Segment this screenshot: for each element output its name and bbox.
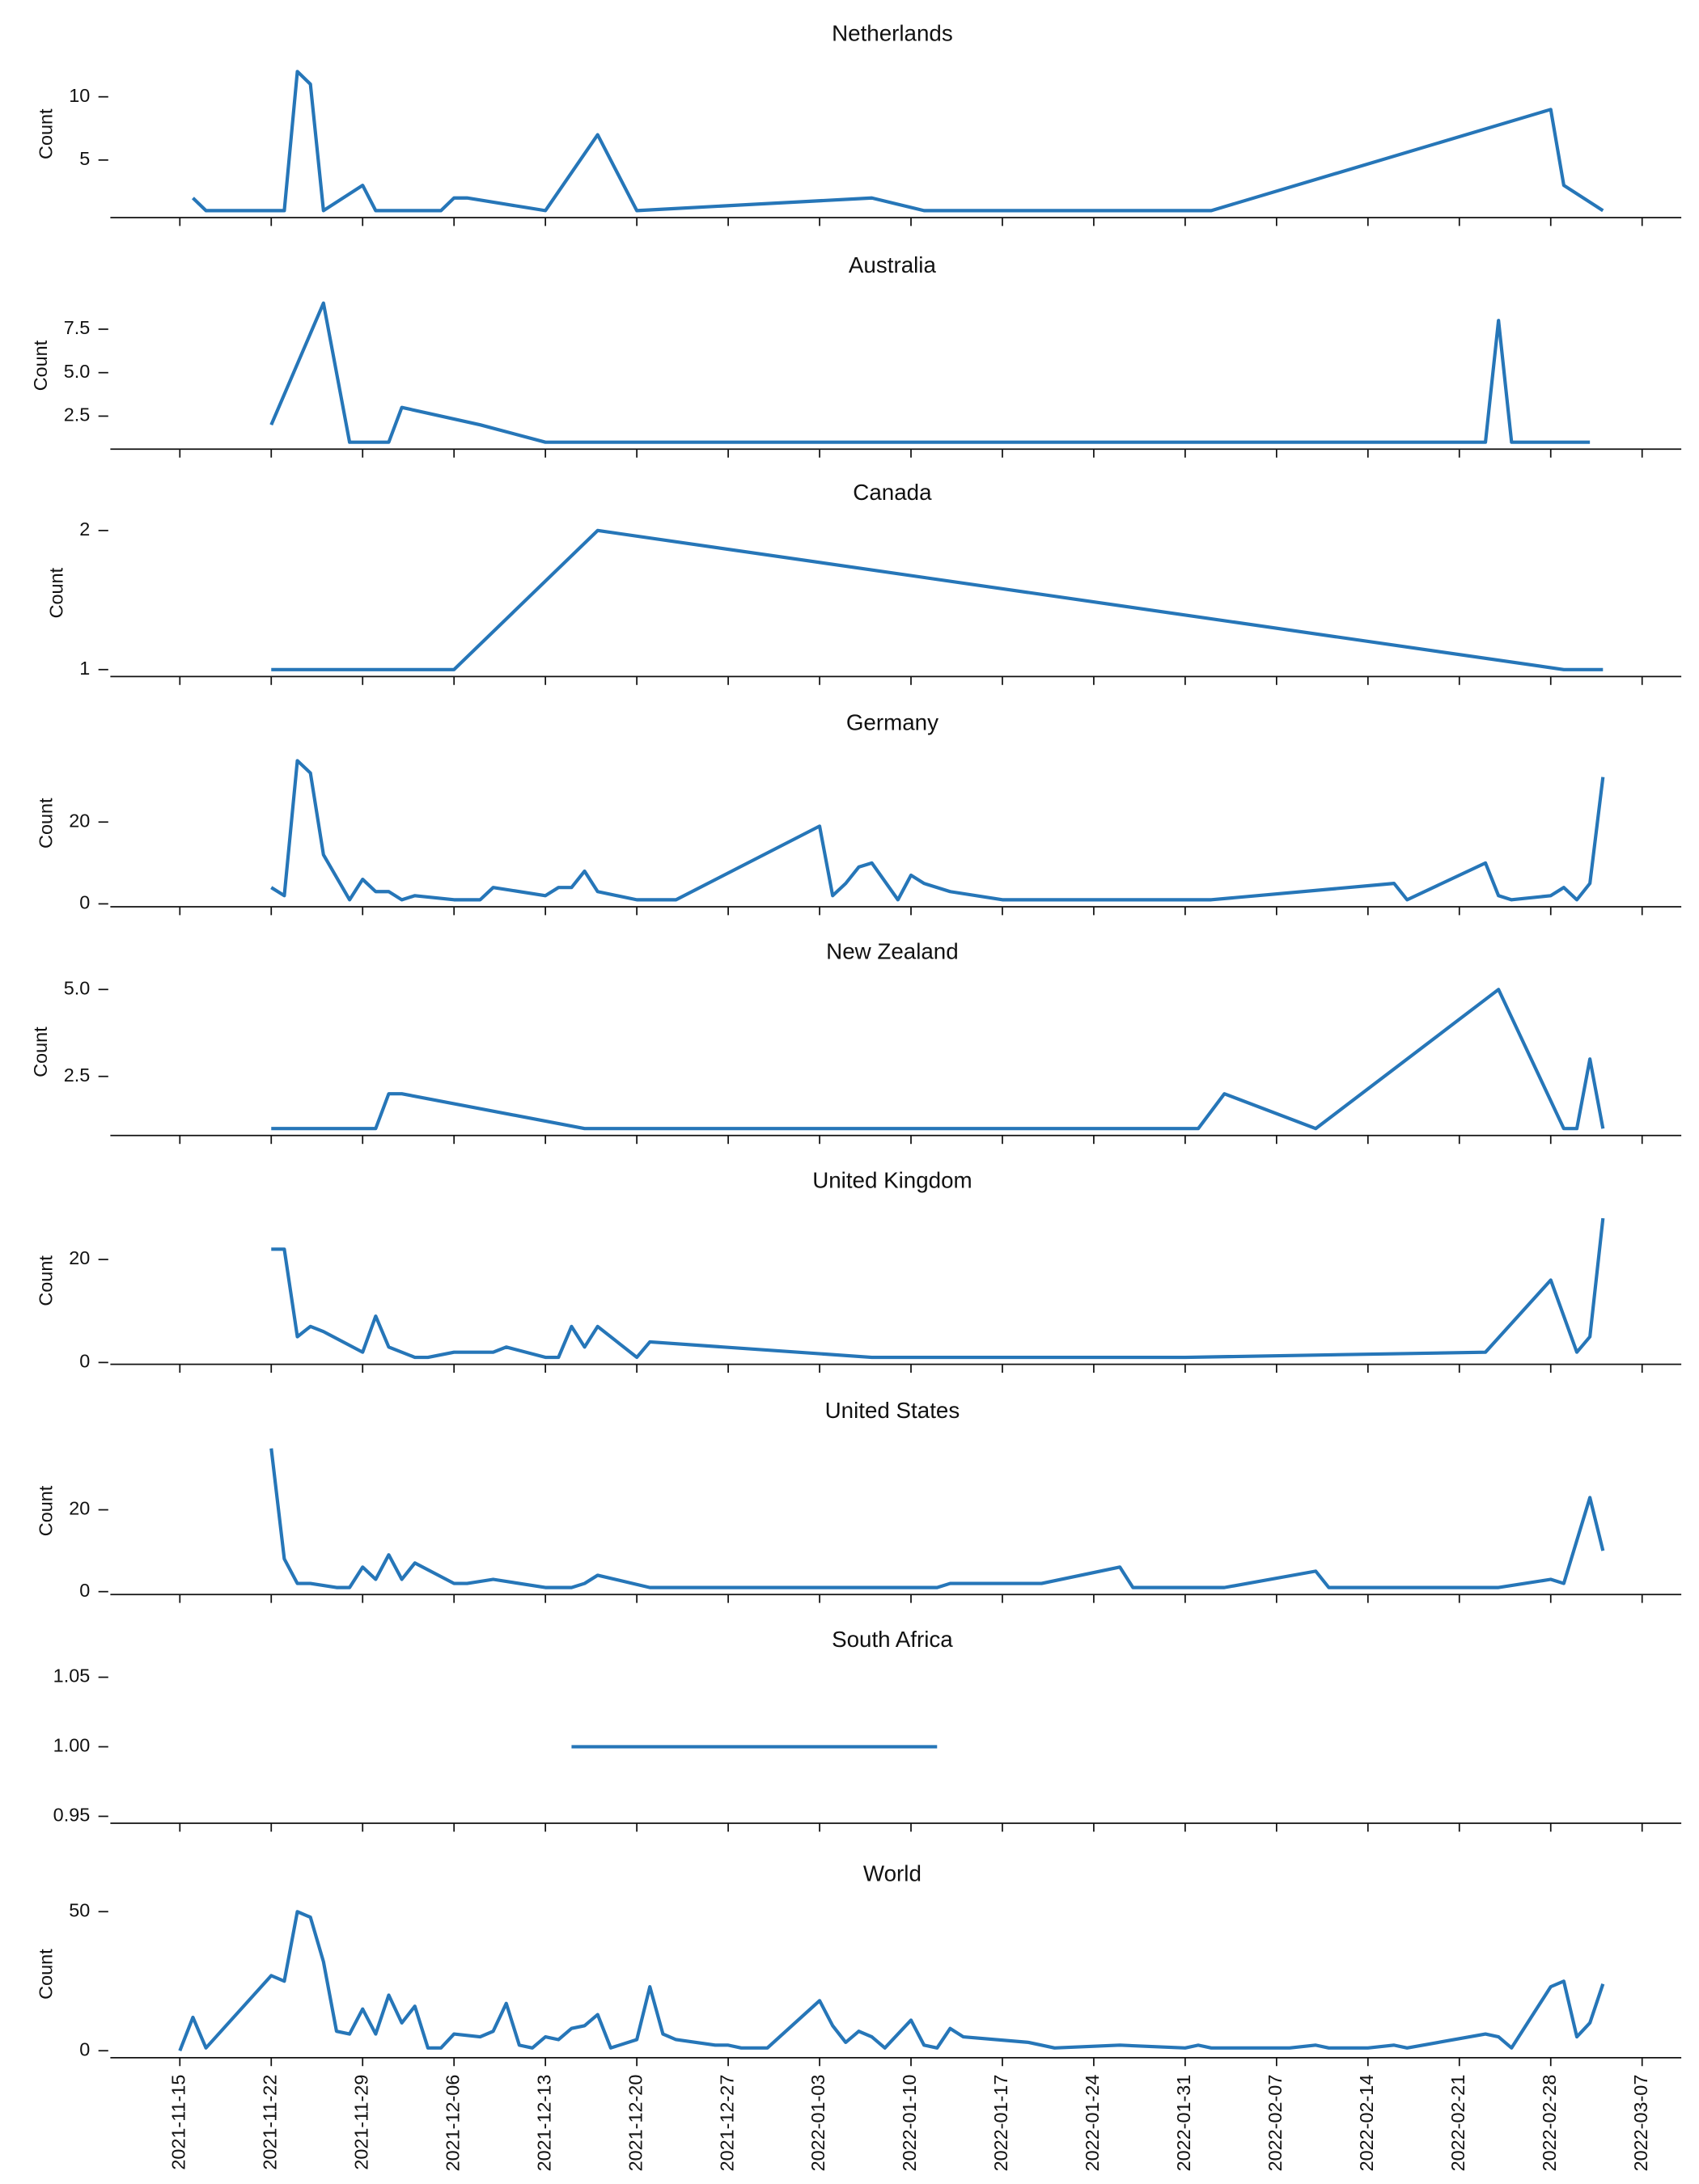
panel-title: United Kingdom [812, 1167, 972, 1192]
x-tick-label: 2022-02-07 [1265, 2075, 1286, 2172]
y-axis-label: Count [35, 798, 56, 849]
data-line [269, 301, 1591, 444]
y-tick-label: 1.00 [53, 1735, 91, 1756]
panel-title: Netherlands [832, 21, 953, 46]
y-tick-label: 0.95 [53, 1805, 91, 1826]
panel-title: South Africa [832, 1627, 953, 1652]
panel-title: Canada [853, 480, 932, 505]
y-tick-label: 1.05 [53, 1666, 91, 1687]
panel-title: Germany [846, 710, 938, 735]
panel: South Africa 0.95 1.00 1.05 [53, 1627, 1682, 1832]
y-axis-label: Count [35, 1255, 56, 1306]
y-tick-label: 20 [69, 1498, 90, 1519]
y-tick-label: 2 [79, 518, 90, 540]
x-tick-label: 2021-11-29 [350, 2075, 371, 2170]
data-line [178, 1910, 1605, 2051]
x-tick-label: 2022-01-03 [807, 2075, 828, 2172]
data-line [271, 1217, 1605, 1360]
y-tick-label: 5 [79, 148, 90, 169]
y-axis-label: Count [35, 1949, 56, 2000]
data-line [271, 528, 1604, 671]
x-tick-label: 2021-12-13 [533, 2075, 554, 2172]
x-tick-label: 2022-02-14 [1356, 2075, 1377, 2172]
x-tick-label: 2021-11-15 [167, 2075, 189, 2170]
x-tick-label: 2022-02-28 [1539, 2075, 1560, 2172]
panel: Netherlands 5 10 Count [35, 21, 1682, 226]
y-tick-label: 0 [79, 2038, 90, 2059]
x-tick-label: 2021-12-27 [716, 2075, 737, 2172]
panel-title: World [863, 1861, 922, 1886]
y-tick-label: 5.0 [64, 977, 91, 998]
x-tick-label: 2022-01-17 [990, 2075, 1011, 2172]
x-tick-label: 2022-01-24 [1082, 2075, 1103, 2172]
data-line [271, 988, 1605, 1131]
y-tick-label: 0 [79, 892, 90, 913]
panel: United States 0 20 Count [35, 1398, 1682, 1603]
x-tick-label: 2022-02-21 [1447, 2075, 1468, 2172]
panel: United Kingdom 0 20 Count [35, 1167, 1682, 1373]
panel-title: New Zealand [826, 939, 959, 964]
y-tick-label: 5.0 [64, 361, 91, 382]
panel: Canada 1 2 Count [45, 480, 1682, 685]
panel-title: United States [825, 1398, 960, 1423]
y-tick-label: 0 [79, 1580, 90, 1601]
panel: New Zealand 2.5 5.0 Count [30, 939, 1682, 1145]
panel-title: Australia [849, 252, 937, 277]
y-axis-label: Count [30, 1026, 51, 1077]
panel: Australia 2.5 5.0 7.5 Count [30, 252, 1682, 458]
data-line [269, 1448, 1605, 1589]
y-tick-label: 20 [69, 810, 90, 831]
x-tick-label: 2022-03-07 [1630, 2075, 1651, 2172]
y-axis-label: Count [30, 340, 51, 391]
y-tick-label: 20 [69, 1247, 90, 1268]
panel: Germany 0 20 Count [35, 710, 1682, 916]
x-tick-label: 2022-01-31 [1173, 2075, 1194, 2172]
x-tick-label: 2021-12-20 [625, 2075, 646, 2172]
y-tick-label: 50 [69, 1899, 90, 1920]
y-tick-label: 0 [79, 1351, 90, 1372]
y-tick-label: 2.5 [64, 1064, 91, 1086]
x-tick-label: 2021-11-22 [259, 2075, 280, 2170]
x-tick-label: 2021-12-06 [442, 2075, 463, 2172]
y-axis-label: Count [35, 1485, 56, 1536]
y-axis-label: Count [35, 108, 56, 159]
y-tick-label: 7.5 [64, 317, 91, 338]
y-tick-label: 10 [69, 85, 90, 106]
x-tick-label: 2022-01-10 [899, 2075, 920, 2172]
y-axis-label: Count [45, 567, 66, 618]
y-tick-label: 2.5 [64, 404, 91, 425]
y-tick-label: 1 [79, 658, 90, 679]
data-line [270, 759, 1605, 902]
panel: World 2021-11-15 2021-11-22 2021-11-29 2021-… [35, 1861, 1682, 2172]
data-line [191, 70, 1604, 213]
